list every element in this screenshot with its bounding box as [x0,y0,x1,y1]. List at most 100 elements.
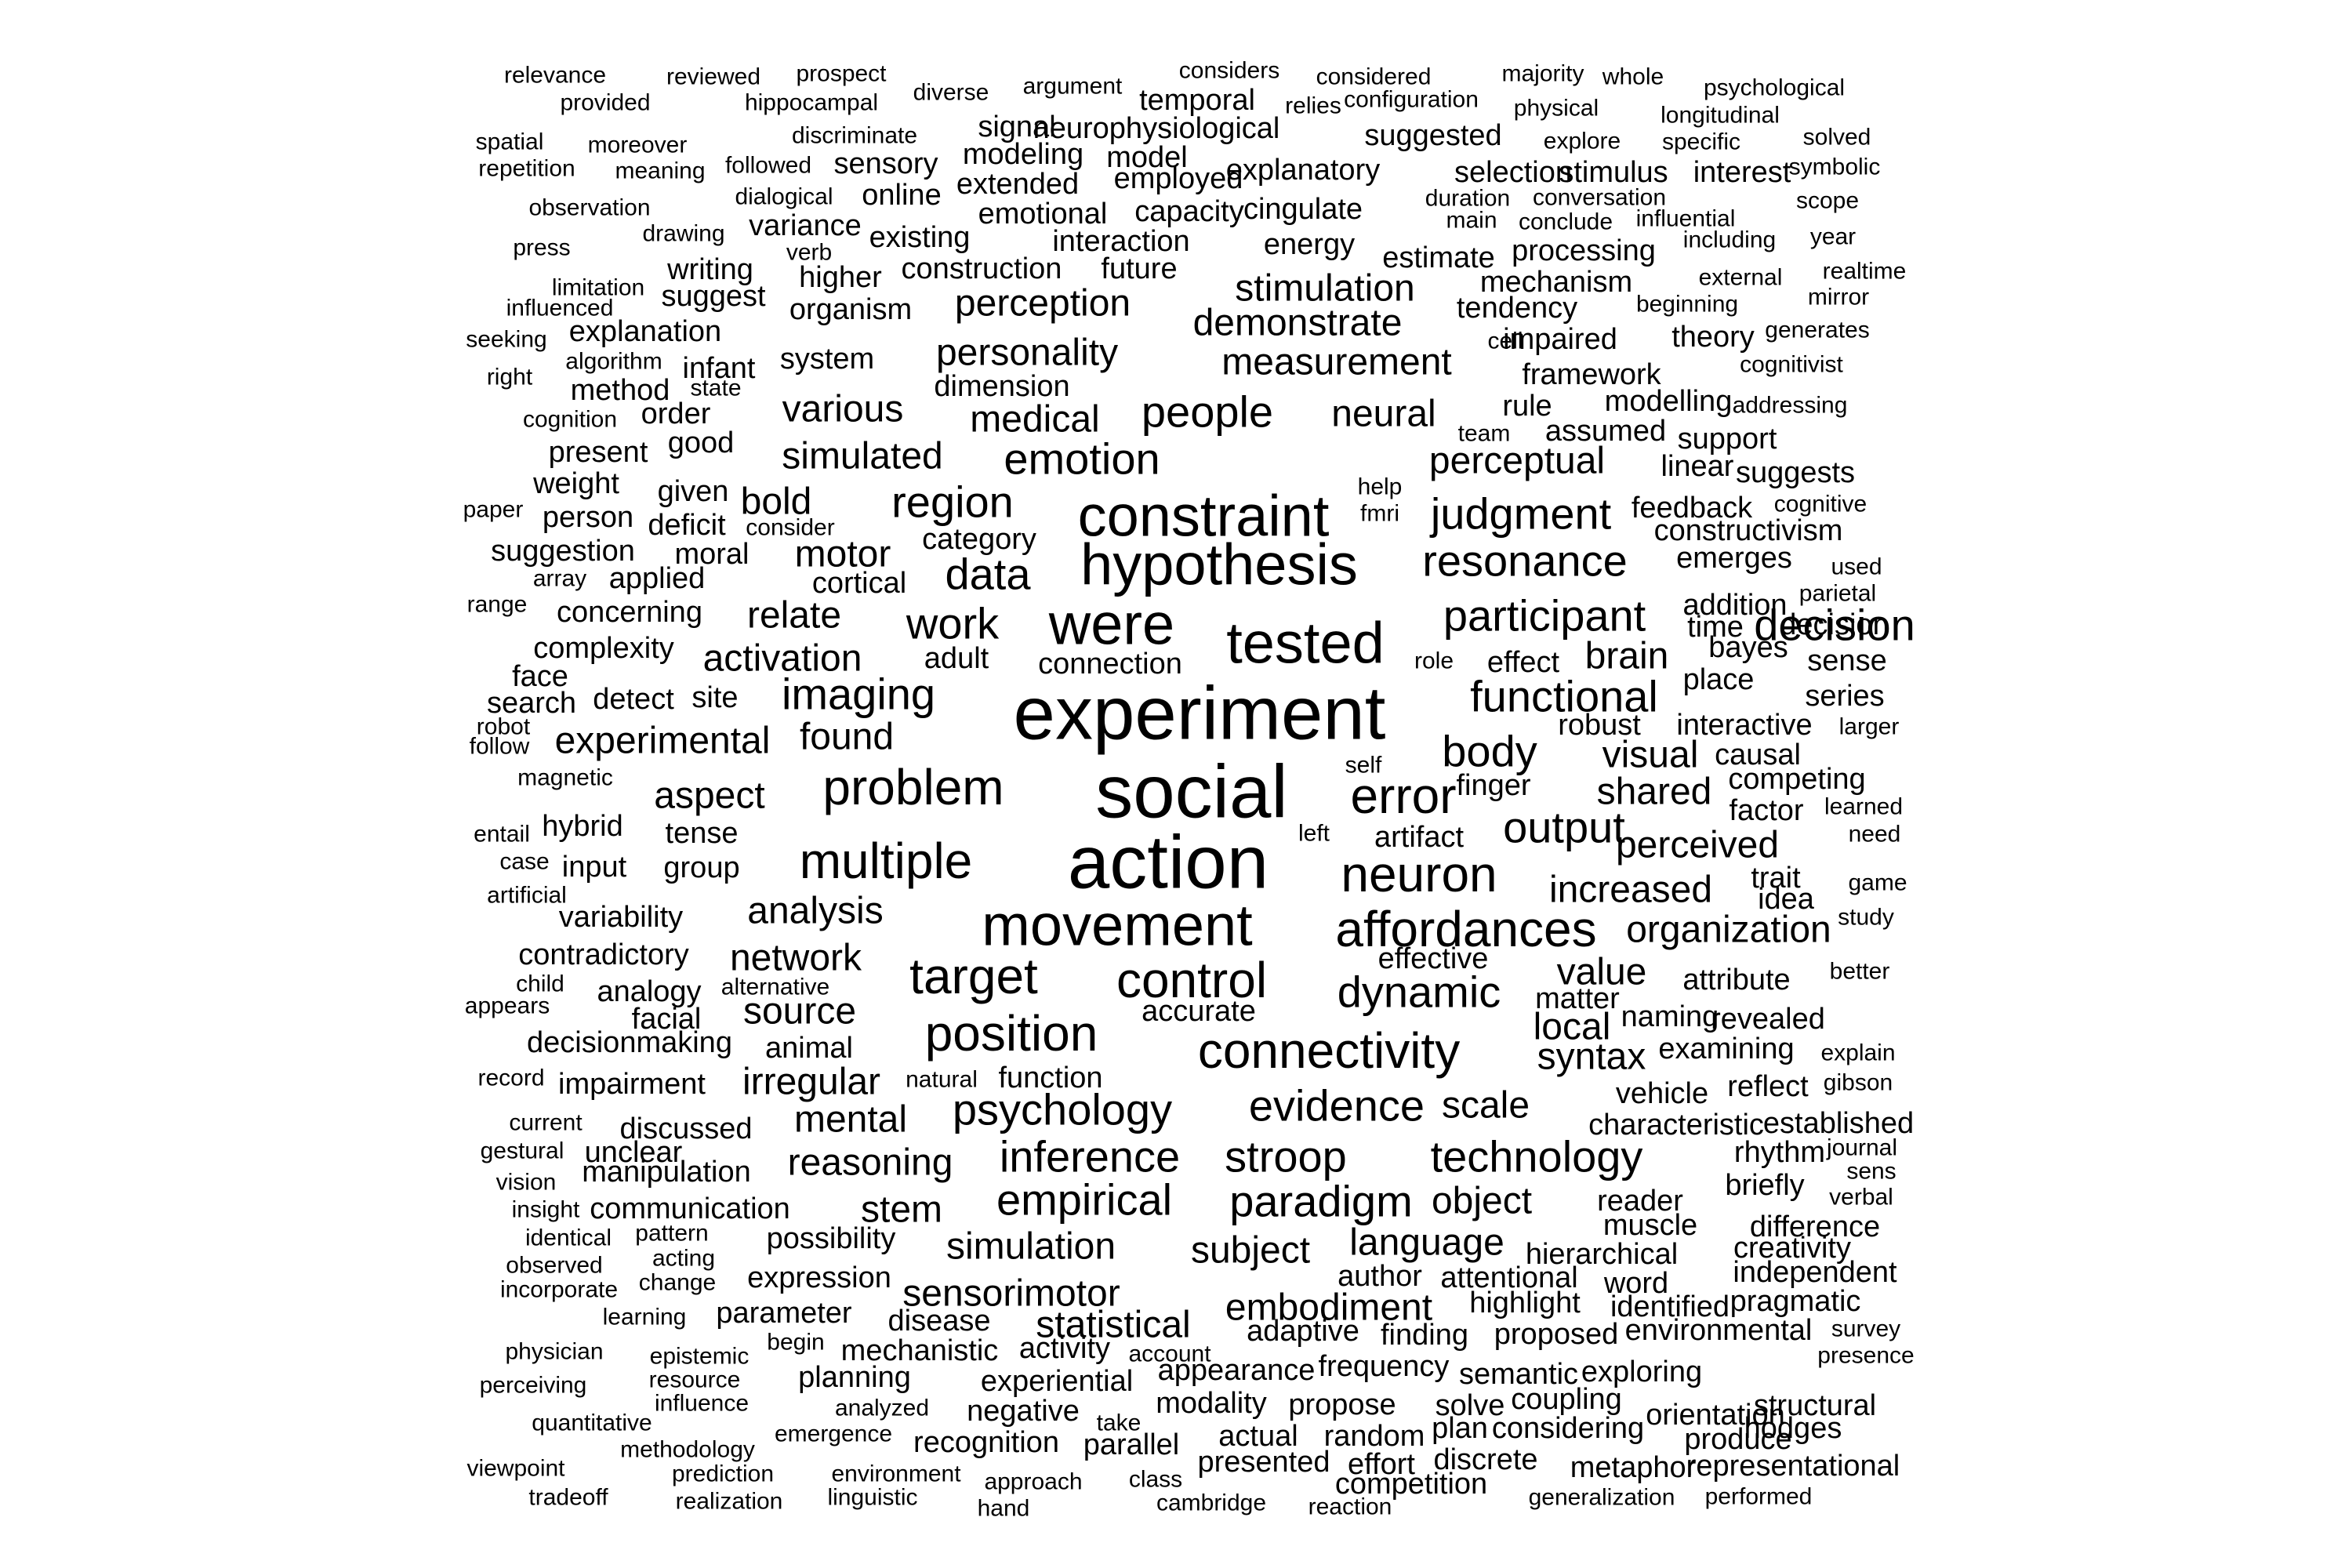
word-applied: applied [609,562,706,595]
word-majority: majority [1501,61,1584,87]
word-influence: influence [655,1391,749,1417]
word-tested: tested [1226,611,1385,676]
word-solve: solve [1436,1389,1505,1422]
word-extended: extended [956,168,1079,201]
word-stimulus: stimulus [1559,156,1668,189]
word-influential: influential [1636,206,1736,232]
word-perception: perception [955,283,1131,325]
word-effective: effective [1378,942,1489,975]
word-brain: brain [1585,636,1669,677]
word-configuration: configuration [1344,87,1479,113]
word-natural: natural [906,1067,978,1093]
word-model: model [1106,141,1188,174]
word-control: control [1116,952,1267,1008]
word-prediction: prediction [672,1461,774,1487]
word-modeling: modeling [963,138,1083,171]
word-reflect: reflect [1727,1070,1809,1103]
word-pragmatic: pragmatic [1730,1285,1861,1318]
word-class: class [1129,1467,1182,1493]
word-influenced: influenced [506,296,614,321]
word-coupling: coupling [1511,1383,1622,1416]
word-finding: finding [1381,1319,1468,1352]
word-decision: decision [1754,601,1915,650]
word-viewpoint: viewpoint [466,1456,565,1482]
word-input: input [562,851,627,884]
word-analogy: analogy [597,975,701,1008]
word-hippocampal: hippocampal [745,90,878,116]
word-hierarchical: hierarchical [1526,1238,1678,1271]
word-effect: effect [1487,646,1560,679]
word-perceived: perceived [1616,825,1779,866]
word-analysis: analysis [747,891,883,932]
word-dialogical: dialogical [735,184,833,210]
word-plan: plan [1432,1412,1488,1445]
word-robot: robot [477,714,531,740]
word-conclude: conclude [1519,209,1613,235]
word-deficit: deficit [648,509,726,542]
word-observation: observation [528,195,650,221]
word-dimension: dimension [934,370,1069,403]
word-larger: larger [1839,714,1900,740]
word-self: self [1345,753,1382,779]
word-weight: weight [532,467,619,500]
word-linear: linear [1661,450,1734,483]
word-artifact: artifact [1374,821,1464,854]
word-selection: selection [1454,156,1572,189]
word-independent: independent [1733,1256,1897,1289]
word-interaction: interaction [1052,225,1189,258]
word-propose: propose [1288,1388,1396,1421]
word-scope: scope [1796,188,1859,214]
word-emotion: emotion [1004,434,1160,484]
word-epistemic: epistemic [650,1344,750,1370]
word-employed: employed [1114,162,1243,195]
word-duration: duration [1425,186,1510,212]
word-highlight: highlight [1469,1287,1581,1319]
word-orientation: orientation [1646,1399,1784,1432]
word-main: main [1446,208,1497,234]
word-drawing: drawing [642,221,724,247]
word-provided: provided [560,90,650,116]
word-appears: appears [465,993,550,1019]
word-gestural: gestural [481,1138,564,1164]
word-demonstrate: demonstrate [1193,303,1403,344]
word-scale: scale [1442,1085,1530,1127]
word-data: data [946,550,1032,599]
word-briefly: briefly [1725,1169,1804,1202]
word-higher: higher [799,261,882,294]
word-face: face [512,660,568,693]
word-adult: adult [924,642,989,675]
word-affordances: affordances [1335,901,1596,957]
word-follow: follow [470,734,530,760]
word-semantic: semantic [1459,1358,1578,1391]
word-analyzed: analyzed [835,1396,929,1421]
word-muscle: muscle [1603,1209,1697,1242]
word-effort: effort [1348,1448,1415,1481]
word-unclear: unclear [585,1136,683,1169]
word-paradigm: paradigm [1229,1177,1412,1226]
word-interest: interest [1693,156,1791,189]
word-judgment: judgment [1429,489,1612,539]
word-sensory: sensory [833,147,938,180]
word-role: role [1414,648,1454,674]
word-record: record [477,1065,544,1091]
word-causal: causal [1715,739,1801,771]
word-produce: produce [1684,1423,1791,1456]
word-temporal: temporal [1139,84,1255,117]
word-paper: paper [463,497,524,523]
word-multiple: multiple [800,833,973,889]
word-good: good [668,426,735,459]
word-participant: participant [1443,591,1646,641]
word-considers: considers [1179,58,1279,84]
word-state: state [690,376,741,401]
word-aspect: aspect [654,775,764,817]
word-physician: physician [505,1339,603,1365]
word-empirical: empirical [996,1175,1172,1225]
word-shared: shared [1597,771,1712,813]
word-disease: disease [888,1305,991,1338]
word-linguistic: linguistic [827,1485,917,1511]
word-competing: competing [1728,763,1865,796]
word-imaging: imaging [782,670,935,719]
word-suggest: suggest [661,280,766,313]
word-cell: cell [1487,328,1523,354]
word-relate: relate [747,595,841,637]
